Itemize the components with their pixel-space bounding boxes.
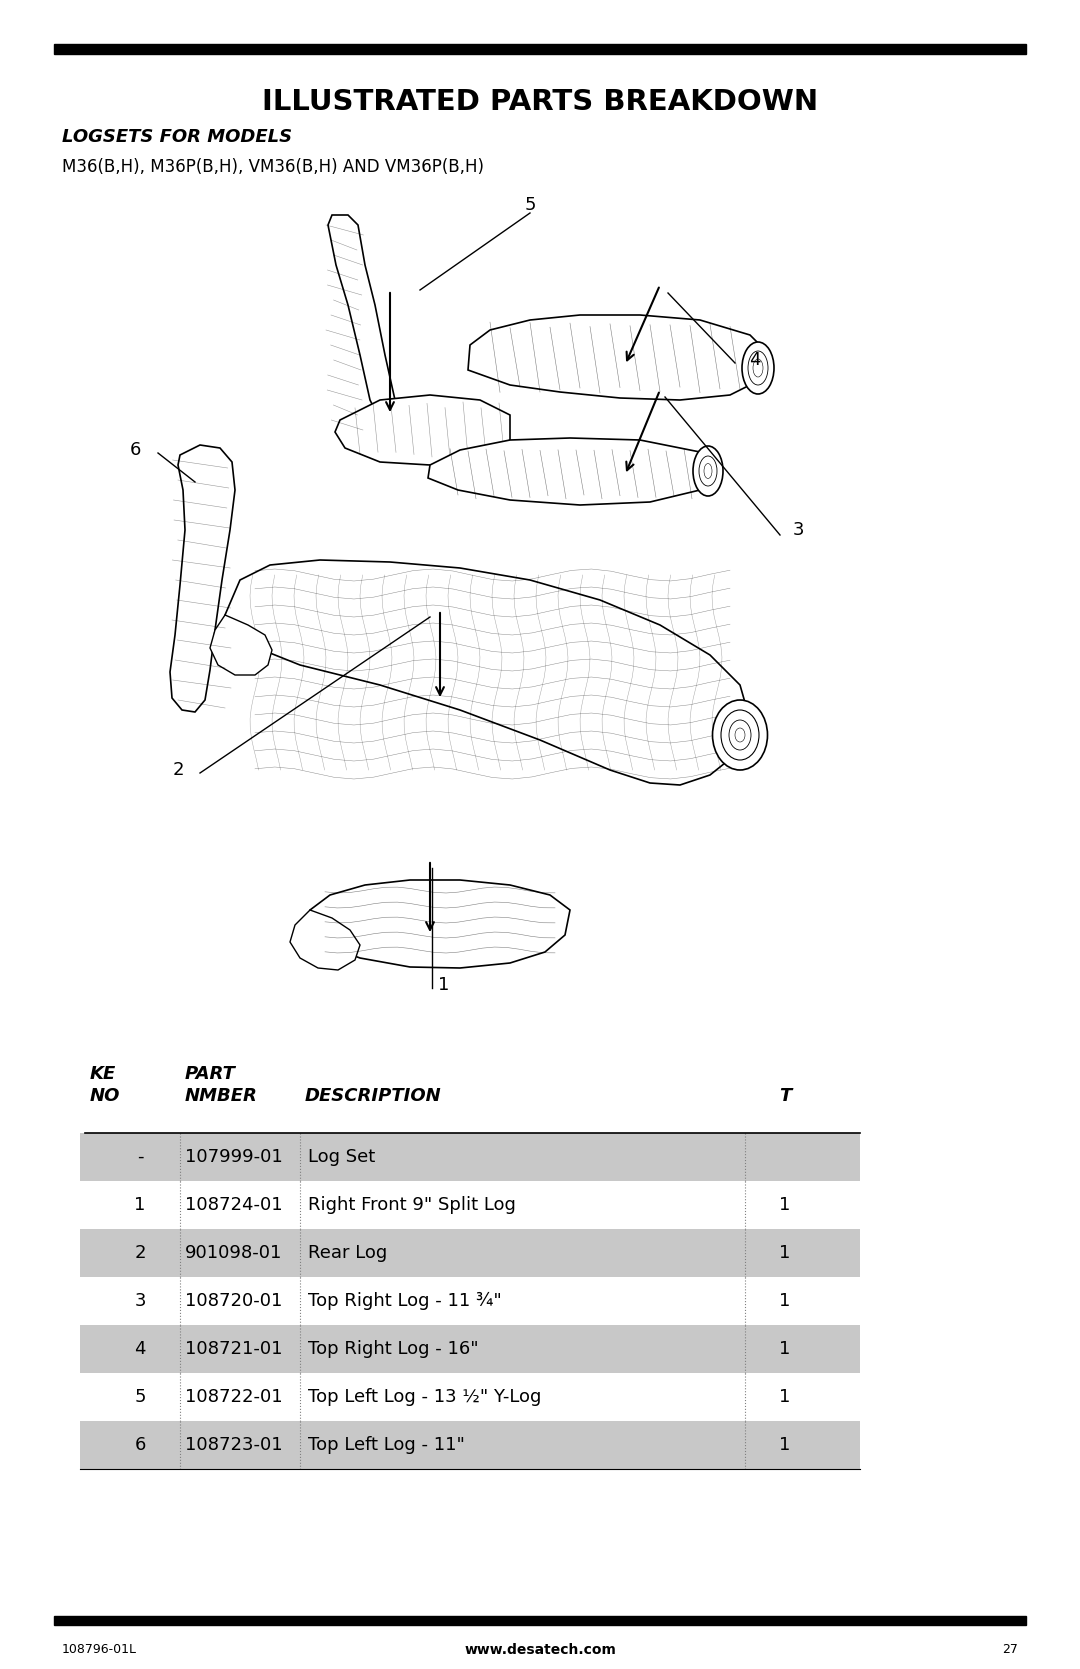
Text: 1: 1 (780, 1340, 791, 1359)
Text: 1: 1 (780, 1435, 791, 1454)
Polygon shape (468, 315, 770, 401)
Text: Top Left Log - 11": Top Left Log - 11" (308, 1435, 464, 1454)
Text: 27: 27 (1002, 1642, 1018, 1656)
Text: 108720-01: 108720-01 (185, 1292, 282, 1310)
Text: 108721-01: 108721-01 (185, 1340, 283, 1359)
Ellipse shape (704, 464, 712, 479)
Text: NMBER: NMBER (185, 1087, 258, 1105)
Polygon shape (222, 561, 750, 784)
Ellipse shape (742, 342, 774, 394)
Text: DESCRIPTION: DESCRIPTION (305, 1087, 442, 1105)
Text: 901098-01: 901098-01 (185, 1243, 282, 1262)
Ellipse shape (729, 719, 751, 749)
Text: 5: 5 (134, 1389, 146, 1405)
Text: 2: 2 (172, 761, 184, 779)
Text: 6: 6 (134, 1435, 146, 1454)
Bar (80, 1133, 860, 1182)
Polygon shape (328, 215, 400, 431)
Bar (80, 1420, 860, 1469)
Text: Top Left Log - 13 ½" Y-Log: Top Left Log - 13 ½" Y-Log (308, 1389, 541, 1405)
Text: 4: 4 (134, 1340, 146, 1359)
Text: www.desatech.com: www.desatech.com (464, 1642, 616, 1657)
Text: 108723-01: 108723-01 (185, 1435, 283, 1454)
Text: M36(B,H), M36P(B,H), VM36(B,H) AND VM36P(B,H): M36(B,H), M36P(B,H), VM36(B,H) AND VM36P… (62, 159, 484, 175)
Text: 6: 6 (130, 441, 140, 459)
Text: Top Right Log - 16": Top Right Log - 16" (308, 1340, 478, 1359)
Text: LOGSETS FOR MODELS: LOGSETS FOR MODELS (62, 129, 292, 145)
Text: PART: PART (185, 1065, 235, 1083)
Bar (80, 1228, 860, 1277)
Text: Right Front 9" Split Log: Right Front 9" Split Log (308, 1197, 516, 1213)
Text: Top Right Log - 11 ¾": Top Right Log - 11 ¾" (308, 1292, 502, 1310)
Bar (54, 1616, 1026, 1626)
Text: 108724-01: 108724-01 (185, 1197, 283, 1213)
Ellipse shape (693, 446, 723, 496)
Text: 2: 2 (134, 1243, 146, 1262)
Polygon shape (210, 614, 272, 674)
Text: -: - (137, 1148, 144, 1167)
Ellipse shape (713, 699, 768, 769)
Ellipse shape (753, 359, 762, 377)
Ellipse shape (699, 456, 717, 486)
Polygon shape (428, 437, 720, 506)
Text: 108796-01L: 108796-01L (62, 1642, 137, 1656)
Text: 3: 3 (793, 521, 804, 539)
Text: Rear Log: Rear Log (308, 1243, 388, 1262)
Text: 107999-01: 107999-01 (185, 1148, 283, 1167)
Text: 3: 3 (134, 1292, 146, 1310)
Text: 1: 1 (780, 1292, 791, 1310)
Text: 5: 5 (524, 195, 536, 214)
Polygon shape (335, 396, 510, 466)
Text: Log Set: Log Set (308, 1148, 375, 1167)
Text: 108722-01: 108722-01 (185, 1389, 283, 1405)
Bar (54, 43, 1026, 53)
Ellipse shape (735, 728, 745, 743)
Polygon shape (170, 446, 235, 713)
Text: 1: 1 (134, 1197, 146, 1213)
Text: 1: 1 (438, 976, 449, 995)
Text: 1: 1 (780, 1243, 791, 1262)
Text: NO: NO (90, 1087, 120, 1105)
Ellipse shape (748, 350, 768, 386)
Bar (80, 1325, 860, 1374)
Text: 1: 1 (780, 1389, 791, 1405)
Text: 4: 4 (750, 350, 760, 369)
Ellipse shape (721, 709, 759, 759)
Text: ILLUSTRATED PARTS BREAKDOWN: ILLUSTRATED PARTS BREAKDOWN (262, 88, 818, 117)
Text: T: T (779, 1087, 792, 1105)
Polygon shape (308, 880, 570, 968)
Text: KE: KE (90, 1065, 117, 1083)
Polygon shape (291, 910, 360, 970)
Text: 1: 1 (780, 1197, 791, 1213)
